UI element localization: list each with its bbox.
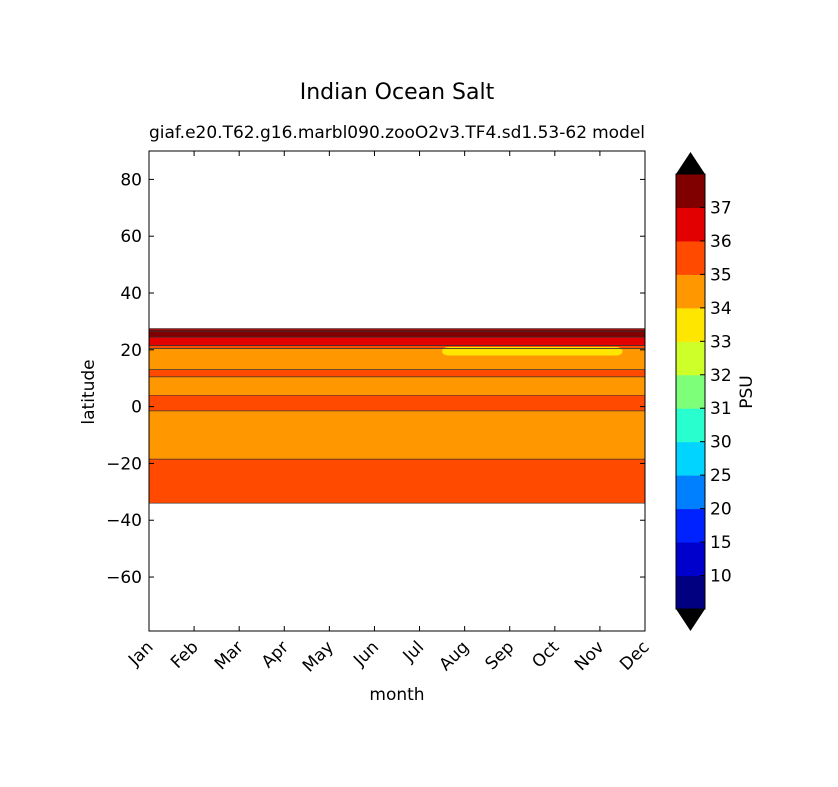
colorbar-swatch bbox=[676, 307, 705, 342]
colorbar-tick-label: 34 bbox=[710, 299, 732, 319]
x-tick-label: Apr bbox=[258, 637, 293, 672]
colorbar-swatch bbox=[676, 240, 705, 275]
colorbar-swatch bbox=[676, 475, 705, 510]
colorbar: 10 15 20 25 30 31 32 33 34 35 36 37 bbox=[675, 152, 732, 631]
salinity-band-9 bbox=[149, 459, 645, 504]
colorbar-tick-label: 37 bbox=[710, 198, 732, 218]
chart-subtitle-right: model bbox=[592, 123, 645, 143]
colorbar-tick-label: 15 bbox=[710, 533, 732, 553]
colorbar-swatch bbox=[676, 508, 705, 543]
colorbar-extend-low bbox=[676, 609, 705, 631]
colorbar-tick-label: 32 bbox=[710, 366, 732, 386]
salinity-band-5 bbox=[149, 369, 645, 377]
x-tick-label: Feb bbox=[167, 637, 202, 672]
x-tick-label: Mar bbox=[211, 637, 248, 674]
y-tick-label: 20 bbox=[120, 341, 142, 361]
y-tick-label: −40 bbox=[106, 511, 142, 531]
salinity-band-1 bbox=[149, 329, 645, 338]
salinity-band-3 bbox=[149, 345, 645, 349]
colorbar-swatch bbox=[676, 174, 705, 208]
plot-frame bbox=[148, 150, 646, 632]
salinity-feature-0 bbox=[442, 346, 623, 356]
colorbar-tick-label: 36 bbox=[710, 232, 732, 252]
colorbar-label: PSU bbox=[737, 375, 757, 409]
y-tick-label: −20 bbox=[106, 454, 142, 474]
colorbar-tick-label: 33 bbox=[710, 332, 732, 352]
colorbar-swatch bbox=[676, 341, 705, 376]
colorbar-swatch bbox=[676, 441, 705, 476]
colorbar-frame bbox=[675, 173, 706, 610]
x-tick-label: Jul bbox=[399, 637, 428, 666]
x-tick-label: Dec bbox=[616, 637, 653, 674]
x-tick-label: Sep bbox=[481, 637, 518, 674]
salinity-band-8 bbox=[149, 410, 645, 460]
colorbar-swatch bbox=[676, 575, 705, 610]
plot-area bbox=[149, 328, 645, 504]
salinity-band-7 bbox=[149, 395, 645, 411]
colorbar-swatch bbox=[676, 274, 705, 309]
y-tick-label: 80 bbox=[120, 170, 142, 190]
colorbar-tick-label: 10 bbox=[710, 567, 732, 587]
colorbar-tick-label: 30 bbox=[710, 433, 732, 453]
x-tick-label: Jun bbox=[349, 637, 383, 671]
x-axis-label: month bbox=[369, 685, 424, 705]
colorbar-tick-label: 25 bbox=[710, 466, 732, 486]
colorbar-tick-label: 35 bbox=[710, 265, 732, 285]
x-tick-label: Jan bbox=[124, 637, 157, 670]
x-tick-label: Aug bbox=[436, 637, 474, 675]
chart-title: Indian Ocean Salt bbox=[300, 80, 495, 105]
colorbar-swatch bbox=[676, 207, 705, 242]
y-tick-label: −60 bbox=[106, 568, 142, 588]
y-axis: 80 60 40 20 0 −20 −40 −60 bbox=[106, 170, 645, 588]
y-tick-label: 0 bbox=[131, 398, 142, 418]
x-tick-label: Nov bbox=[571, 637, 609, 675]
colorbar-swatch bbox=[676, 408, 705, 443]
salinity-band-2 bbox=[149, 337, 645, 346]
salinity-feature-1 bbox=[311, 376, 645, 396]
colorbar-extend-high bbox=[676, 152, 705, 174]
y-tick-label: 60 bbox=[120, 227, 142, 247]
colorbar-tick-label: 31 bbox=[710, 399, 732, 419]
y-tick-label: 40 bbox=[120, 284, 142, 304]
colorbar-tick-label: 20 bbox=[710, 500, 732, 520]
chart-subtitle-left: giaf.e20.T62.g16.marbl090.zooO2v3.TF4.sd… bbox=[149, 123, 587, 143]
y-axis-label: latitude bbox=[79, 359, 99, 424]
x-tick-label: Oct bbox=[528, 637, 563, 672]
colorbar-swatch bbox=[676, 374, 705, 409]
x-tick-label: May bbox=[299, 637, 338, 676]
colorbar-swatch bbox=[676, 542, 705, 577]
